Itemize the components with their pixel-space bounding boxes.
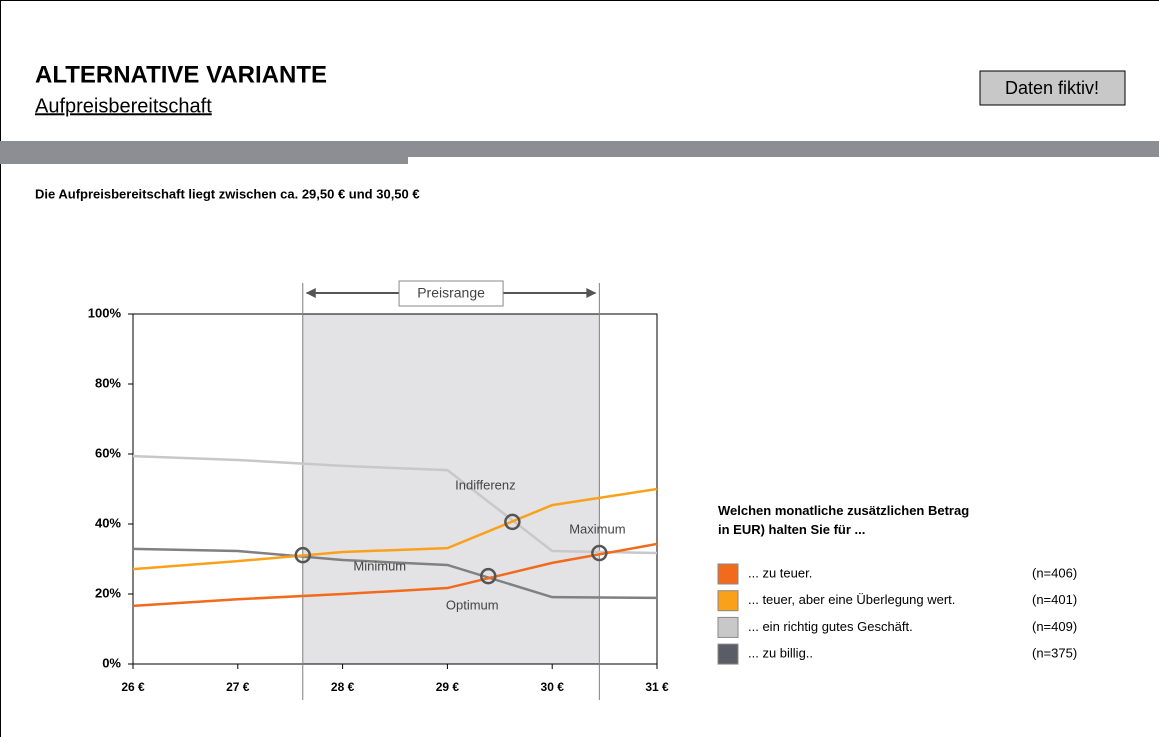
annotation-marker — [294, 546, 312, 564]
title: ALTERNATIVE VARIANTE — [35, 61, 327, 88]
legend-n: (n=406) — [1032, 565, 1077, 580]
series-line — [132, 547, 658, 600]
headline: Die Aufpreisbereitschaft liegt zwischen … — [35, 186, 420, 201]
legend-label: ... zu billig.. — [748, 646, 813, 661]
legend-swatch — [717, 643, 739, 665]
y-tick-label: 100% — [88, 305, 122, 320]
legend-swatch — [717, 590, 739, 612]
series-line — [132, 542, 658, 608]
range-shade — [302, 314, 600, 664]
y-tick-label: 80% — [95, 375, 121, 390]
annotation-label: Maximum — [569, 521, 625, 536]
annotation-marker — [480, 567, 497, 585]
band-tab — [0, 157, 408, 164]
annotation-marker — [591, 544, 608, 562]
legend-title: Welchen monatliche zusätzlichen Betrag in… — [718, 503, 969, 537]
range-label: Preisrange — [417, 285, 485, 301]
y-tick-label: 0% — [102, 655, 121, 670]
legend-n: (n=409) — [1032, 619, 1077, 634]
subtitle: Aufpreisbereitschaft — [35, 95, 212, 117]
legend-swatch — [717, 563, 739, 585]
legend-label: ... ein richtig gutes Geschäft. — [748, 619, 913, 634]
range-label-box — [398, 280, 504, 307]
y-tick-label: 60% — [95, 445, 121, 460]
series-line — [132, 487, 658, 571]
x-tick-label: 27 € — [226, 680, 250, 694]
band — [0, 141, 1159, 157]
badge-box — [979, 70, 1126, 106]
y-tick-label: 20% — [95, 585, 121, 600]
y-tick-label: 40% — [95, 515, 121, 530]
x-tick-label: 31 € — [645, 680, 669, 694]
annotation-label: Indifferenz — [455, 477, 515, 492]
legend-n: (n=401) — [1032, 592, 1077, 607]
x-tick-label: 29 € — [436, 680, 460, 694]
x-tick-label: 28 € — [331, 680, 355, 694]
series-line — [132, 454, 658, 555]
annotation-label: Optimum — [446, 598, 499, 613]
annotation-label: Minimum — [353, 559, 406, 574]
legend-label: ... zu teuer. — [748, 565, 812, 580]
legend-swatch — [717, 616, 739, 638]
x-tick-label: 30 € — [541, 680, 565, 694]
legend-label: ... teuer, aber eine Überlegung wert. — [748, 592, 955, 607]
annotation-marker — [504, 513, 521, 531]
legend-n: (n=375) — [1032, 646, 1077, 661]
badge: Daten fiktiv! — [1005, 78, 1099, 98]
x-tick-label: 26 € — [121, 680, 145, 694]
